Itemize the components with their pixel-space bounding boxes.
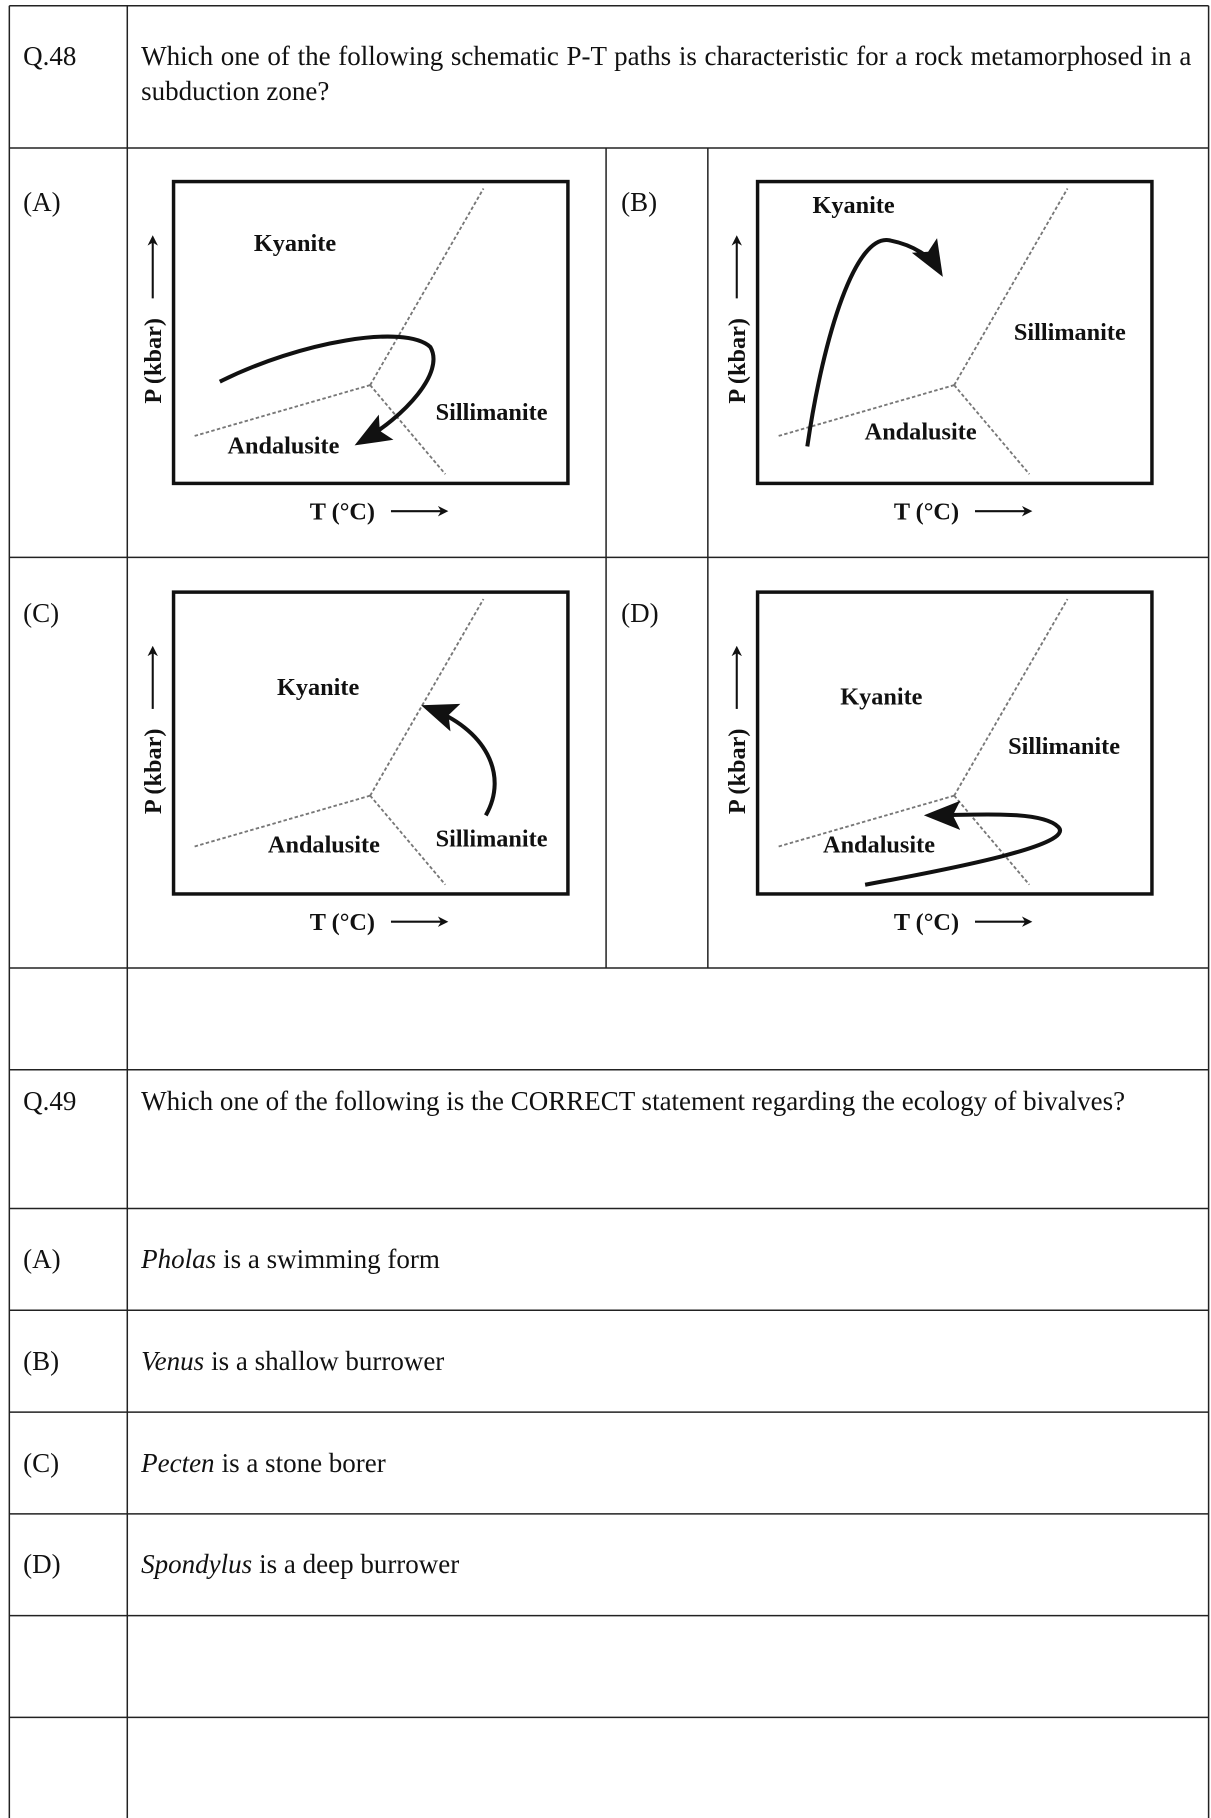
region-label: Sillimanite (1014, 319, 1126, 346)
option-label: (C) (23, 1447, 60, 1478)
option-text: Venus is a shallow burrower (141, 1310, 444, 1412)
phase-boundary (953, 384, 1031, 475)
y-axis-label: P (kbar) (140, 729, 167, 815)
question-text: Which one of the following is the CORREC… (141, 1085, 1126, 1116)
x-axis-label: T (°C) (310, 909, 375, 936)
question-number: Q.48 (23, 41, 77, 72)
y-axis-label: P (kbar) (724, 318, 751, 404)
option-label: (D) (23, 1549, 61, 1580)
option-text: Spondylus is a deep burrower (141, 1514, 459, 1616)
region-label: Kyanite (812, 192, 894, 219)
diagram-frame (171, 590, 570, 896)
phase-boundary (369, 384, 447, 475)
option-label: (B) (23, 1345, 60, 1376)
question-text: Which one of the following schematic P-T… (141, 41, 1192, 107)
phase-boundary (194, 794, 371, 848)
phase-boundary (953, 598, 1069, 797)
option-statement: is a deep burrower (259, 1549, 460, 1580)
option-label: (B) (621, 187, 658, 218)
option-statement: is a swimming form (223, 1244, 440, 1275)
phase-boundary (953, 795, 1031, 886)
option-label: (C) (23, 597, 60, 628)
phase-boundary (369, 188, 485, 386)
region-label: Kyanite (254, 230, 336, 257)
region-label: Andalusite (823, 831, 935, 858)
pt-diagram: Kyanite Sillimanite Andalusite P (kbar) T (°… (140, 590, 570, 936)
table-borders (8, 5, 1210, 1818)
region-label: Andalusite (865, 418, 977, 445)
region-label: Andalusite (268, 831, 380, 858)
genus-name: Pecten (141, 1447, 215, 1478)
option-label: (A) (23, 187, 61, 218)
pt-path (864, 800, 1063, 887)
region-label: Sillimanite (436, 826, 548, 853)
x-axis-label: T (°C) (894, 909, 959, 936)
diagram-frame (171, 179, 570, 486)
pt-diagram: Kyanite Sillimanite Andalusite P (kbar) T (°… (724, 179, 1154, 525)
region-label: Sillimanite (1008, 733, 1120, 760)
pt-path (805, 238, 943, 447)
x-axis-label: T (°C) (310, 498, 375, 525)
region-label: Andalusite (227, 432, 339, 459)
phase-boundary (194, 384, 371, 437)
phase-boundary (778, 384, 955, 437)
y-axis-label: P (kbar) (724, 729, 751, 815)
pt-path (421, 703, 497, 817)
option-label: (A) (23, 1244, 61, 1275)
genus-name: Venus (141, 1345, 205, 1376)
genus-name: Pholas (141, 1244, 217, 1275)
option-label: (D) (621, 597, 659, 628)
option-text: Pecten is a stone borer (141, 1412, 386, 1514)
x-axis-label: T (°C) (894, 498, 959, 525)
phase-boundary (953, 188, 1069, 386)
y-axis-label: P (kbar) (140, 318, 167, 404)
option-statement: is a shallow burrower (211, 1345, 445, 1376)
genus-name: Spondylus (141, 1549, 253, 1580)
region-label: Kyanite (840, 683, 922, 710)
pt-diagram: Kyanite Sillimanite Andalusite P (kbar) T (°… (724, 590, 1154, 936)
pt-diagram: Kyanite Sillimanite Andalusite P (kbar) T (°… (140, 179, 570, 525)
question-number: Q.49 (23, 1085, 77, 1116)
option-text: Pholas is a swimming form (141, 1209, 440, 1311)
option-statement: is a stone borer (221, 1447, 386, 1478)
diagram-frame (755, 179, 1154, 486)
region-label: Sillimanite (436, 399, 548, 426)
pt-path (218, 334, 436, 446)
phase-boundary (369, 795, 447, 886)
region-label: Kyanite (277, 674, 359, 701)
phase-boundary (369, 598, 485, 797)
diagram-frame (755, 590, 1154, 896)
